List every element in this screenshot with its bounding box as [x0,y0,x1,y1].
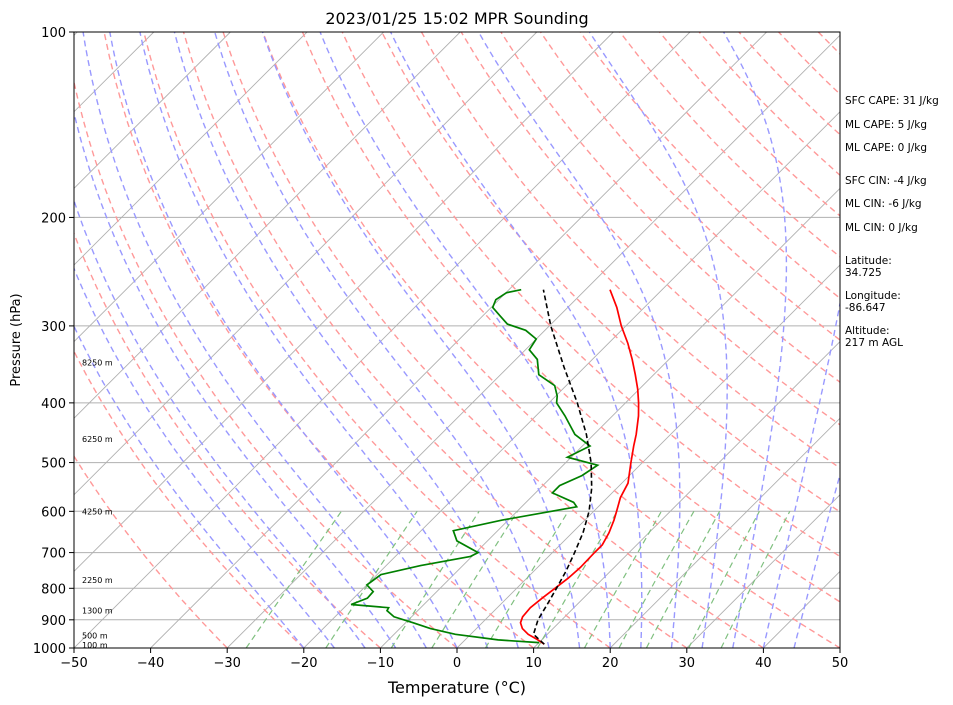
mixing-ratio-line [618,511,695,648]
isotherm-line [380,187,840,648]
isotherm-line [74,32,691,648]
x-tick-label: −40 [137,656,164,671]
moist-adiabat-line [261,32,581,648]
chart-title: 2023/01/25 15:02 MPR Sounding [325,9,588,28]
dry-adiabat-line [262,32,840,648]
profile-series [350,288,640,645]
moist-adiabat-line [173,32,519,648]
y-tick-label: 800 [41,582,66,597]
isotherm-line [74,32,461,419]
moist-adiabat-line [109,32,458,648]
moist-adiabat-line [389,32,643,648]
height-label: 100 m [82,641,108,650]
moist-adiabat-line [82,32,427,648]
x-tick-label: −50 [60,656,87,671]
x-tick-label: 10 [525,656,542,671]
x-tick-label: 30 [679,656,696,671]
moist-adiabat-line [762,300,840,648]
x-tick-label: 40 [755,656,772,671]
y-tick-label: 300 [41,320,66,335]
y-tick-label: 500 [41,457,66,472]
isotherm-line [533,340,840,648]
y-tick-label: 600 [41,505,66,520]
y-tick-label: 1000 [33,642,66,657]
x-tick-label: 50 [832,656,849,671]
x-tick-label: −10 [367,656,394,671]
x-tick-label: −30 [213,656,240,671]
dry-adiabat-line [74,454,228,648]
height-label: 1300 m [82,606,113,615]
mixing-ratio-line [431,510,519,648]
moist-adiabat-line [74,266,335,648]
isotherm-line [74,32,231,190]
latitude-stat: Latitude: 34.725 [845,255,892,279]
mixing-ratio-line [325,510,418,648]
isotherm-line [74,32,614,573]
longitude-stat: Longitude: -86.647 [845,290,901,314]
isotherm-line [303,111,840,648]
height-label: 6250 m [82,435,113,444]
isotherm-line [609,417,840,648]
x-tick-label: 0 [453,656,461,671]
dry-adiabat-line [182,32,688,648]
moist-adiabat-line [319,32,611,648]
parcel-path-trace [532,289,593,645]
dry-adiabat-line [579,32,840,300]
altitude-stat: Altitude: 217 m AGL [845,325,903,349]
background-lines [0,32,840,648]
dewpoint-trace [350,288,600,644]
dry-adiabat-line [103,32,535,648]
isotherm-line [150,32,767,648]
y-axis-ticks: 1000 900 800 700 600 500 400 300 200 100 [33,26,74,657]
ml-cape-stat: ML CAPE: 5 J/kg [845,119,928,131]
moist-adiabat-line [214,32,550,648]
ml-cin-stat-2: ML CIN: 0 J/kg [845,222,918,234]
y-axis-label: Pressure (hPa) [9,293,24,386]
moist-adiabat-line [74,198,366,648]
moist-adiabat-line [793,472,840,648]
dry-adiabat-line [74,79,458,648]
isotherm-line [74,32,308,266]
mixing-ratio-line [536,510,618,648]
x-tick-label: 20 [602,656,619,671]
isotherm-line [686,494,840,648]
mixing-ratio-line [720,511,791,648]
isotherm-line [0,32,1,648]
isotherm-line [74,32,384,343]
isotherm-line [74,32,538,496]
mixing-ratio-line [390,510,480,648]
ml-cape-stat-2: ML CAPE: 0 J/kg [845,142,928,154]
moist-adiabat-line [722,32,788,648]
height-label: 4250 m [82,507,113,516]
x-tick-label: −20 [290,656,317,671]
dry-adiabat-line [222,32,764,648]
mixing-ratio-line [688,511,760,648]
mixing-ratio-line [245,510,342,648]
mixing-ratio-line [484,510,569,648]
x-axis-ticks: −50 −40 −30 −20 −10 0 10 20 30 40 50 [60,648,848,671]
sfc-cape-stat: SFC CAPE: 31 J/kg [845,95,939,107]
dry-adiabat-line [143,32,611,648]
dry-adiabat-line [74,349,305,648]
moist-adiabat-line [74,110,397,648]
y-tick-label: 200 [41,211,66,226]
mixing-ratio-line [645,511,721,648]
height-label: 2250 m [82,576,113,585]
ml-cin-stat: ML CIN: -6 J/kg [845,198,922,210]
y-tick-label: 100 [41,26,66,41]
x-axis-label: Temperature (°C) [387,678,526,697]
y-tick-label: 700 [41,547,66,562]
sfc-cin-stat: SFC CIN: -4 J/kg [845,175,927,187]
height-label: 8250 m [82,359,113,368]
plot-frame [73,31,841,649]
y-tick-label: 900 [41,614,66,629]
moist-adiabat-line [477,32,681,648]
y-tick-label: 400 [41,397,66,412]
height-label: 500 m [82,631,108,640]
moist-adiabat-line [588,32,728,648]
mixing-ratio-line [583,511,662,648]
temperature-trace [519,289,640,645]
